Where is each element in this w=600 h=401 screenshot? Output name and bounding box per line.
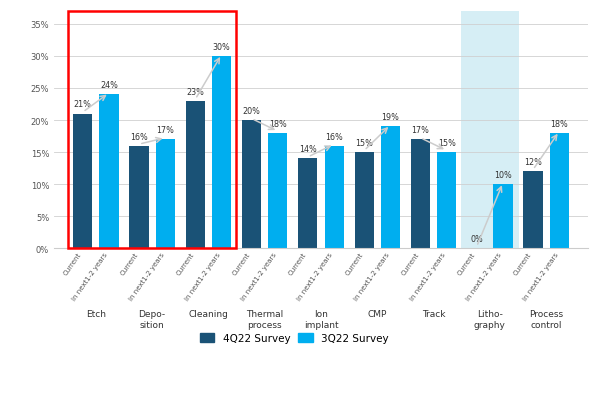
Text: 18%: 18% [550,119,568,128]
Text: 18%: 18% [269,119,287,128]
Bar [461,12,518,249]
Bar [100,95,119,249]
Bar [523,172,542,249]
Bar [437,153,456,249]
Bar [411,140,430,249]
Bar [186,101,205,249]
Text: 30%: 30% [213,43,230,52]
Bar [242,121,261,249]
Text: Ion
implant: Ion implant [304,309,338,329]
Bar [298,159,317,249]
Text: Track: Track [422,309,445,318]
Text: Process
control: Process control [529,309,563,329]
Bar [268,134,287,249]
Text: 15%: 15% [355,139,373,148]
Bar [212,57,231,249]
Text: 0%: 0% [470,235,483,243]
Text: 16%: 16% [325,132,343,141]
Text: Etch: Etch [86,309,106,318]
Bar [355,153,374,249]
Text: 16%: 16% [130,132,148,141]
Text: 17%: 17% [157,126,174,135]
Text: 19%: 19% [382,113,400,122]
Text: 10%: 10% [494,170,512,180]
Text: 15%: 15% [438,139,455,148]
Bar [156,140,175,249]
Bar [550,134,569,249]
Text: 14%: 14% [299,145,317,154]
Text: CMP: CMP [368,309,387,318]
Text: 12%: 12% [524,158,542,167]
Bar [130,146,149,249]
Text: Depo-
sition: Depo- sition [139,309,166,329]
Text: 24%: 24% [100,81,118,90]
Text: 20%: 20% [242,107,260,115]
Text: 17%: 17% [412,126,430,135]
Text: 23%: 23% [187,87,204,96]
Text: 21%: 21% [74,100,92,109]
Bar [73,114,92,249]
Bar [493,185,512,249]
Legend: 4Q22 Survey, 3Q22 Survey: 4Q22 Survey, 3Q22 Survey [196,329,393,348]
Text: Litho-
graphy: Litho- graphy [474,309,506,329]
Bar [68,12,236,249]
Text: Thermal
process: Thermal process [246,309,283,329]
Bar [381,127,400,249]
Bar [325,146,344,249]
Text: Cleaning: Cleaning [188,309,229,318]
